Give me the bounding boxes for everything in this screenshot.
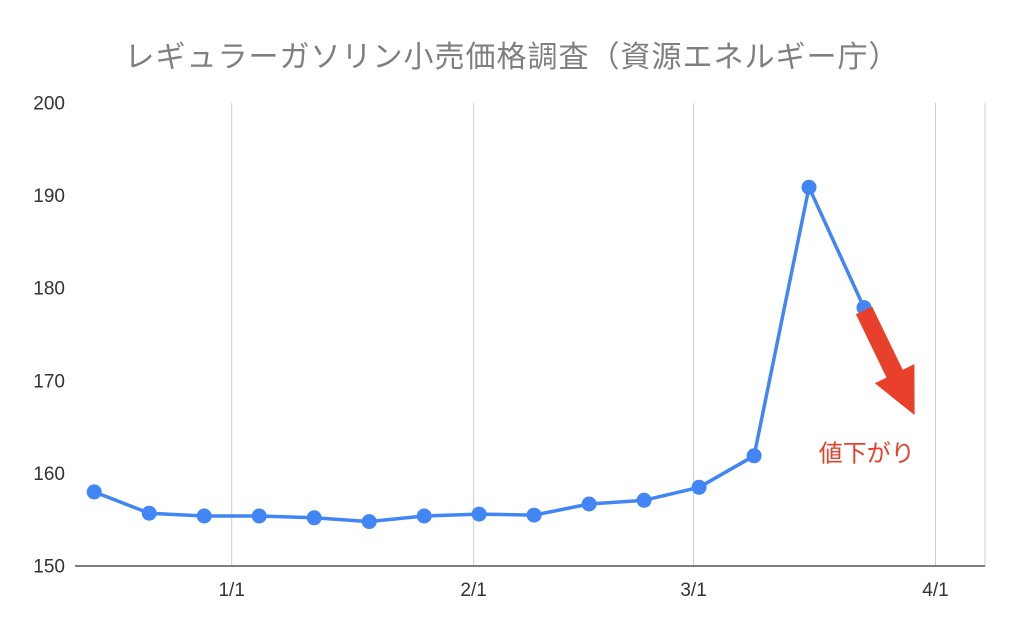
data-point-marker [86, 484, 102, 500]
data-point-marker [636, 492, 652, 508]
annotation-text: 値下がり [819, 440, 915, 467]
x-tick-label: 3/1 [680, 580, 706, 601]
data-point-marker [361, 514, 377, 530]
y-tick-label: 190 [33, 186, 65, 207]
price-drop-arrow-icon [855, 306, 915, 416]
data-point-marker [416, 508, 432, 524]
y-tick-label: 200 [33, 94, 65, 115]
data-point-marker [691, 479, 707, 495]
data-point-marker [471, 506, 487, 522]
y-tick-label: 150 [33, 557, 65, 578]
data-point-marker [581, 496, 597, 512]
x-tick-label: 4/1 [922, 580, 948, 601]
data-point-marker [141, 505, 157, 521]
x-tick-label: 2/1 [460, 580, 486, 601]
price-line [92, 185, 866, 524]
y-tick-label: 180 [33, 279, 65, 300]
data-point-marker [306, 510, 322, 526]
y-tick-label: 160 [33, 464, 65, 485]
data-point-marker [196, 508, 212, 524]
data-point-marker [746, 448, 762, 464]
y-tick-label: 170 [33, 371, 65, 392]
data-point-marker [526, 507, 542, 523]
data-point-marker [801, 179, 817, 195]
x-tick-label: 1/1 [218, 580, 244, 601]
chart-title: レギュラーガソリン小売価格調査（資源エネルギー庁） [124, 41, 900, 74]
data-point-marker [251, 508, 267, 524]
